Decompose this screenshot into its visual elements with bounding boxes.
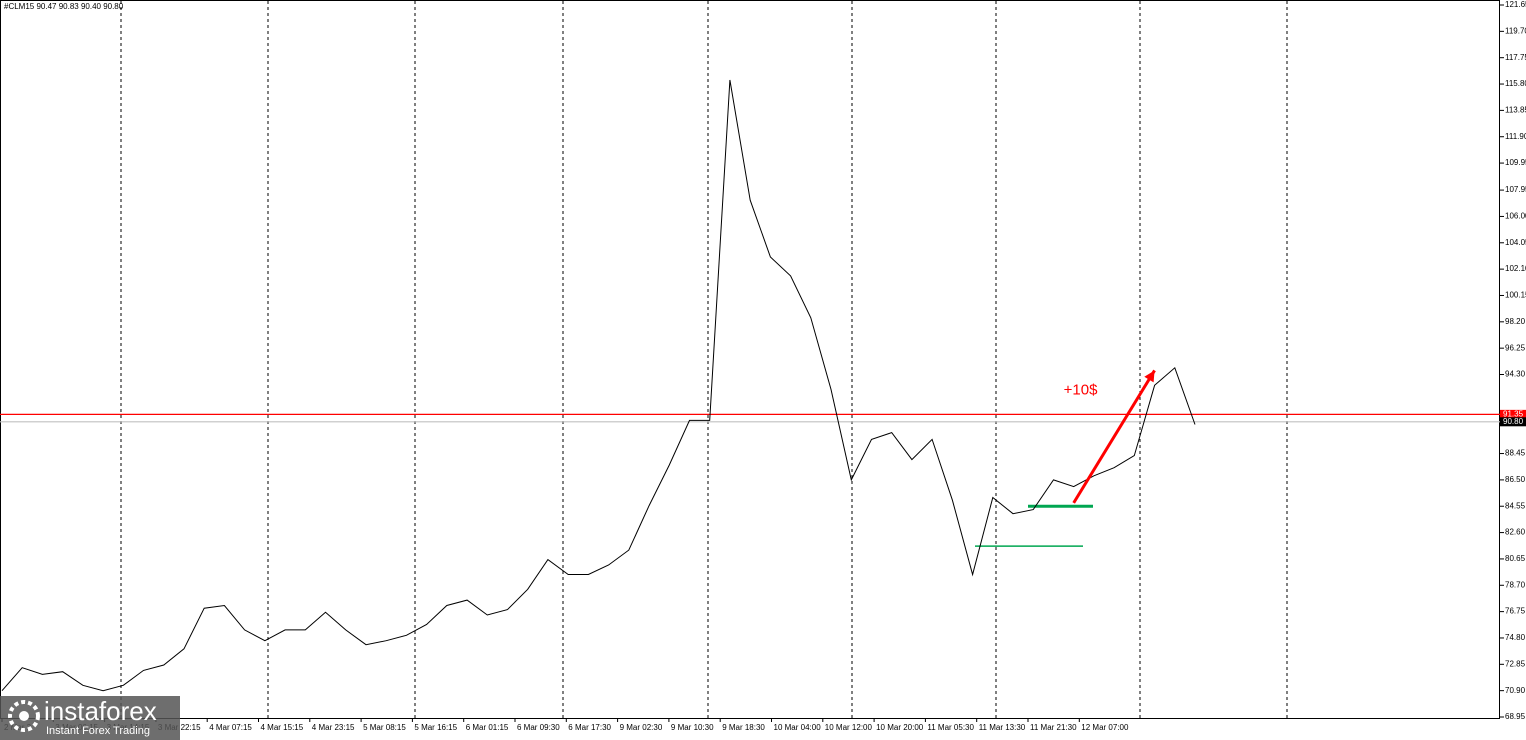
- y-tick-label: 96.25: [1505, 343, 1526, 352]
- y-tick-label: 106.00: [1505, 212, 1526, 221]
- y-tick-label: 121.65: [1505, 0, 1526, 9]
- chart-title: #CLM15 90.47 90.83 90.40 90.80: [4, 2, 124, 11]
- x-tick-label: 4 Mar 15:15: [261, 723, 304, 732]
- logo-tagline: Instant Forex Trading: [46, 725, 150, 737]
- x-tick-label: 4 Mar 07:15: [209, 723, 252, 732]
- y-tick-label: 117.75: [1505, 53, 1526, 62]
- x-tick-label: 9 Mar 10:30: [671, 723, 714, 732]
- y-tick-label: 98.20: [1505, 317, 1526, 326]
- y-tick-label: 74.80: [1505, 633, 1526, 642]
- x-tick-label: 10 Mar 04:00: [774, 723, 822, 732]
- arrow-head: [1144, 370, 1155, 383]
- x-tick-label: 10 Mar 20:00: [876, 723, 924, 732]
- logo-name: instaforex: [44, 696, 157, 726]
- y-tick-label: 102.10: [1505, 264, 1526, 273]
- y-tick-label: 80.65: [1505, 554, 1526, 563]
- annotation-label: +10$: [1064, 381, 1098, 398]
- y-tick-label: 88.45: [1505, 449, 1526, 458]
- x-tick-label: 5 Mar 16:15: [414, 723, 457, 732]
- x-tick-label: 11 Mar 21:30: [1030, 723, 1077, 732]
- level-label: 90.80: [1503, 417, 1524, 426]
- y-tick-label: 115.80: [1505, 79, 1526, 88]
- price-line: [1, 79, 1196, 692]
- x-tick-label: 9 Mar 02:30: [620, 723, 663, 732]
- annotation-arrow: [1072, 369, 1156, 504]
- y-tick-label: 76.75: [1505, 607, 1526, 616]
- y-tick-label: 100.15: [1505, 291, 1526, 300]
- logo: instaforex Instant Forex Trading: [0, 696, 180, 740]
- x-tick-label: 6 Mar 09:30: [517, 723, 560, 732]
- x-tick-label: 6 Mar 01:15: [466, 723, 509, 732]
- x-tick-label: 12 Mar 07:00: [1081, 723, 1129, 732]
- level-box: [1500, 409, 1526, 419]
- y-tick-label: 111.90: [1505, 132, 1526, 141]
- y-tick-label: 84.55: [1505, 501, 1526, 510]
- y-tick-label: 94.30: [1505, 370, 1526, 379]
- y-tick-label: 113.85: [1505, 105, 1526, 114]
- y-tick-label: 82.60: [1505, 528, 1526, 537]
- y-tick-label: 72.85: [1505, 659, 1526, 668]
- x-tick-label: 9 Mar 18:30: [722, 723, 765, 732]
- x-tick-label: 10 Mar 12:00: [825, 723, 873, 732]
- plot-frame: [0, 0, 1500, 719]
- y-tick-label: 70.90: [1505, 686, 1526, 695]
- y-tick-label: 119.70: [1505, 26, 1526, 35]
- y-tick-label: 68.95: [1505, 712, 1526, 721]
- x-tick-label: 11 Mar 05:30: [927, 723, 974, 732]
- y-tick-label: 104.05: [1505, 238, 1526, 247]
- level-box: [1500, 417, 1526, 427]
- x-tick-label: 11 Mar 13:30: [979, 723, 1026, 732]
- y-tick-label: 107.95: [1505, 185, 1526, 194]
- x-tick-label: 4 Mar 23:15: [312, 723, 355, 732]
- y-tick-label: 109.95: [1505, 158, 1526, 167]
- y-tick-label: 86.50: [1505, 475, 1526, 484]
- x-tick-label: 6 Mar 17:30: [568, 723, 611, 732]
- y-tick-label: 78.70: [1505, 580, 1526, 589]
- level-label: 91.35: [1503, 409, 1524, 418]
- x-tick-label: 5 Mar 08:15: [363, 723, 406, 732]
